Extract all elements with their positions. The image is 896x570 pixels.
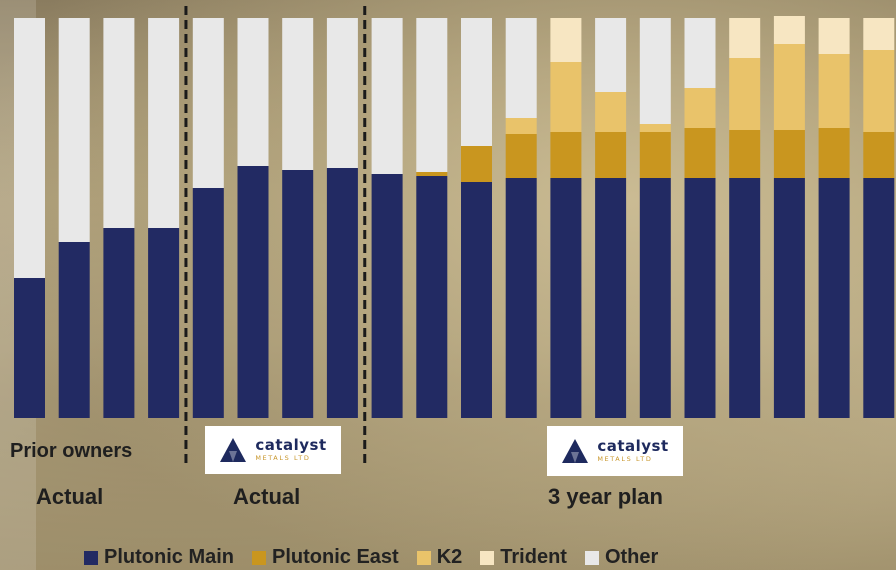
bar-plutonic-main-6	[237, 166, 269, 418]
bar-other-15	[639, 18, 671, 124]
bar-plutonic-east-19	[818, 128, 850, 178]
legend-swatch	[84, 550, 98, 565]
prior-owners-label: Prior owners	[10, 440, 133, 462]
bar-plutonic-main-17	[729, 178, 761, 418]
legend-swatch	[416, 550, 431, 565]
bar-plutonic-main-1	[14, 278, 45, 418]
bar-plutonic-east-10	[416, 172, 448, 176]
bar-plutonic-main-15	[639, 178, 671, 418]
bar-plutonic-main-12	[505, 178, 537, 418]
bar-plutonic-main-8	[326, 168, 358, 418]
bar-plutonic-east-12	[505, 134, 537, 178]
bar-plutonic-main-9	[371, 174, 403, 418]
bar-plutonic-main-2	[58, 242, 90, 418]
bar-other-3	[103, 18, 135, 228]
legend-label: Plutonic East	[272, 546, 399, 568]
catalyst-logo-plan: catalyst METALS LTD	[547, 426, 683, 476]
bar-plutonic-main-16	[684, 178, 716, 418]
bar-other-7	[282, 18, 314, 170]
bar-other-16	[684, 18, 716, 88]
logo-name: catalyst	[255, 436, 327, 455]
bar-plutonic-main-4	[148, 228, 180, 418]
bar-other-10	[416, 18, 448, 172]
legend-item-other: Other	[584, 546, 659, 569]
bar-other-1	[14, 18, 45, 278]
logo-subtitle: METALS LTD	[597, 455, 653, 464]
actual-label-prior: Actual	[36, 484, 104, 509]
bar-k2-19	[818, 54, 850, 128]
bar-k2-15	[639, 124, 671, 132]
legend-item-plutonic-east: Plutonic East	[252, 546, 399, 569]
legend: Plutonic Main Plutonic East K2 Trident O…	[84, 546, 658, 569]
bar-plutonic-east-11	[461, 146, 492, 182]
logo-name: catalyst	[597, 437, 669, 456]
bar-plutonic-main-18	[773, 178, 805, 418]
bar-k2-14	[595, 92, 627, 132]
bar-plutonic-east-20	[863, 132, 895, 178]
bar-k2-17	[729, 58, 761, 130]
bar-trident-17	[729, 18, 761, 58]
legend-swatch	[252, 550, 266, 565]
bar-other-8	[326, 18, 358, 168]
bar-plutonic-main-20	[863, 178, 895, 418]
legend-label: Other	[604, 546, 659, 568]
bar-k2-13	[550, 62, 582, 132]
bar-plutonic-east-18	[773, 130, 805, 178]
bar-plutonic-east-17	[729, 130, 761, 178]
legend-label: K2	[436, 546, 463, 568]
legend-item-k2: K2	[416, 546, 463, 569]
bar-other-14	[595, 18, 627, 92]
logo-subtitle: METALS LTD	[255, 454, 311, 463]
bar-other-4	[148, 18, 180, 228]
bar-plutonic-main-13	[550, 178, 582, 418]
bar-plutonic-main-19	[818, 178, 850, 418]
actual-label-catalyst: Actual	[233, 484, 301, 509]
legend-label: Plutonic Main	[104, 546, 234, 568]
bar-plutonic-east-15	[639, 132, 671, 178]
bar-trident-18	[773, 16, 805, 44]
bar-plutonic-east-13	[550, 132, 582, 178]
legend-item-trident: Trident	[480, 546, 567, 569]
bar-plutonic-main-3	[103, 228, 135, 418]
legend-swatch	[480, 550, 495, 565]
legend-label: Trident	[500, 546, 567, 568]
bar-other-9	[371, 18, 403, 174]
mountain-icon	[220, 438, 247, 462]
catalyst-logo-actual: catalyst METALS LTD	[205, 426, 341, 474]
bar-other-2	[58, 18, 90, 242]
bar-plutonic-east-14	[595, 132, 627, 178]
bar-other-11	[461, 18, 492, 146]
bar-other-5	[192, 18, 224, 188]
plan-label: 3 year plan	[548, 484, 663, 509]
mountain-icon	[562, 439, 589, 463]
bar-trident-19	[818, 18, 850, 54]
bar-plutonic-main-14	[595, 178, 627, 418]
bar-plutonic-main-5	[192, 188, 224, 418]
legend-swatch	[584, 550, 599, 565]
bar-k2-16	[684, 88, 716, 128]
bar-plutonic-main-10	[416, 176, 448, 418]
bar-trident-13	[550, 18, 582, 62]
bar-other-6	[237, 18, 269, 166]
bar-plutonic-east-16	[684, 128, 716, 178]
bar-plutonic-main-11	[461, 182, 492, 418]
bar-trident-20	[863, 18, 895, 50]
bar-k2-20	[863, 50, 895, 132]
bar-plutonic-main-7	[282, 170, 314, 418]
bar-k2-12	[505, 118, 537, 134]
legend-item-plutonic-main: Plutonic Main	[84, 546, 234, 569]
bar-other-12	[505, 18, 537, 118]
bar-k2-18	[773, 44, 805, 130]
